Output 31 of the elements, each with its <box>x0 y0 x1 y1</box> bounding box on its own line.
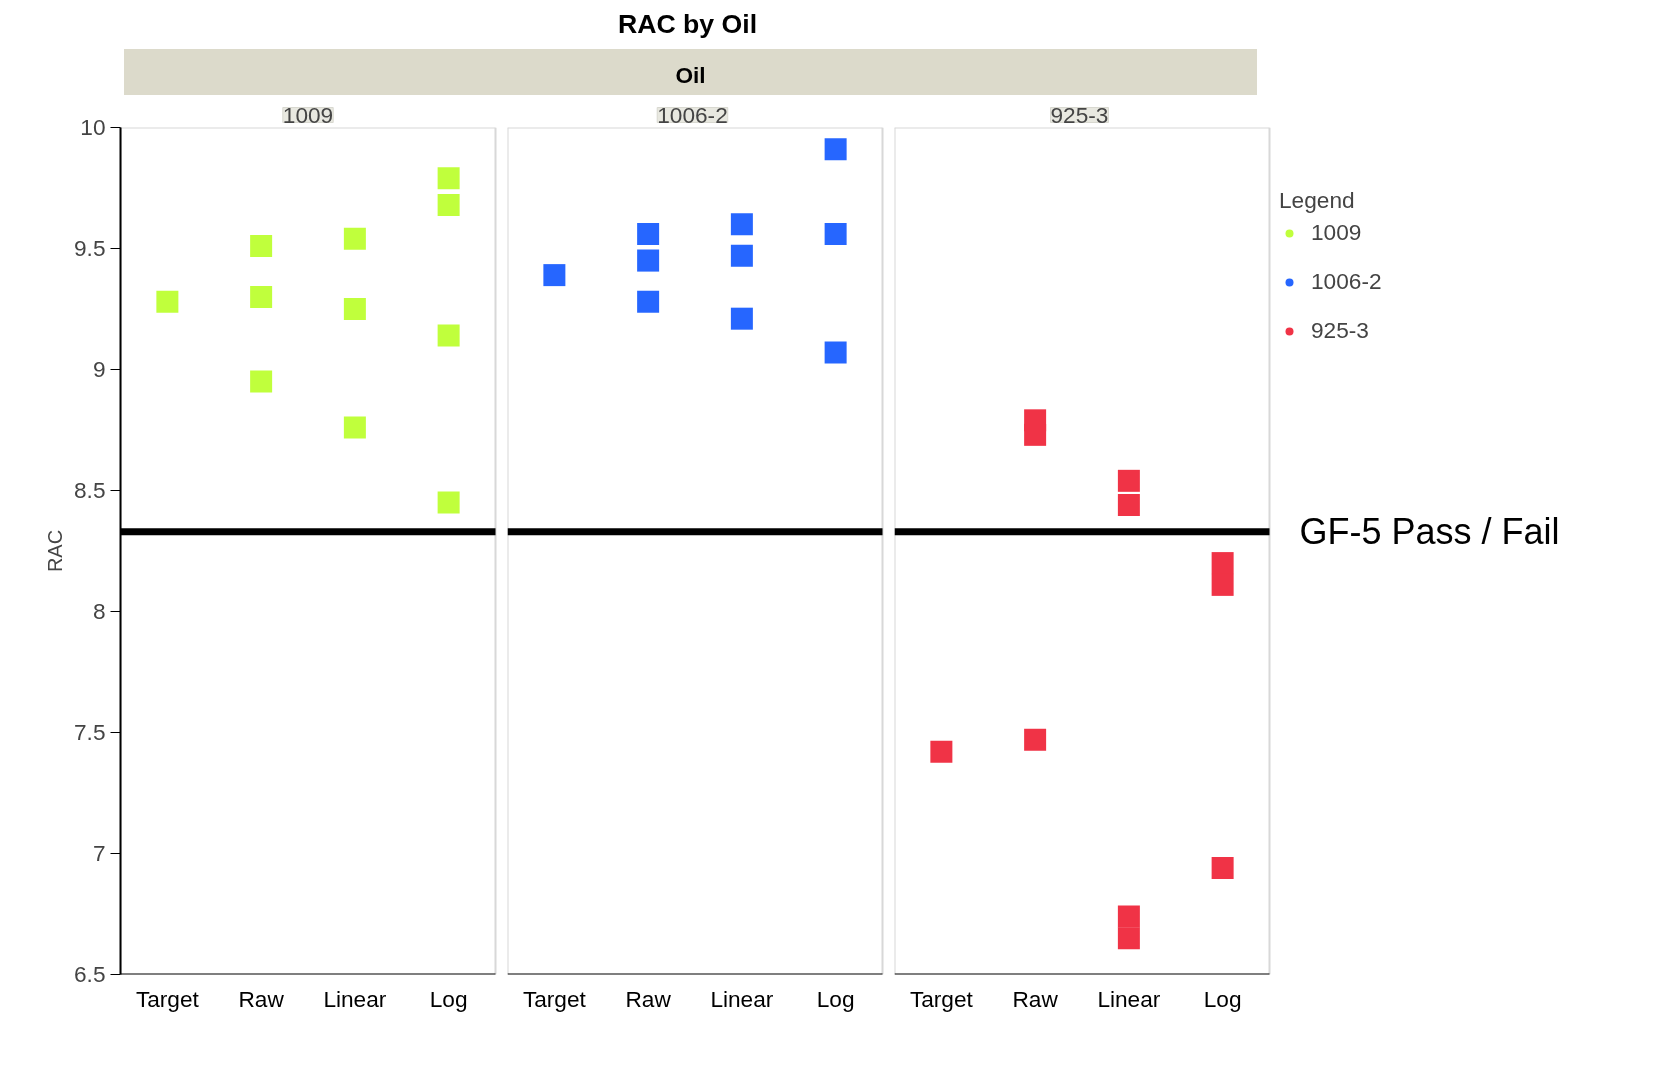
y-tick-label: 7 <box>92 840 106 866</box>
x-tick-label: Target <box>522 985 587 1012</box>
x-tick-label: Linear <box>1097 985 1161 1012</box>
y-tick-label: 8.5 <box>74 477 106 503</box>
x-tick-label: Raw <box>238 985 285 1012</box>
chart-title: 1009 <box>282 101 334 128</box>
x-tick-label: Raw <box>1012 985 1059 1012</box>
x-tick-label: Log <box>1203 985 1242 1012</box>
text: Oil <box>675 61 706 90</box>
legend-title: Legend <box>1279 187 1356 214</box>
x-tick-label: Log <box>816 985 855 1012</box>
legend-label: 925-3 <box>1311 317 1369 344</box>
x-tick-label: Linear <box>710 985 774 1012</box>
legend-label: 1009 <box>1311 219 1362 246</box>
ref-line-label: GF-5 Pass / Fail <box>1299 511 1560 553</box>
x-tick-label: Target <box>909 985 974 1012</box>
x-tick-label: Target <box>135 985 200 1012</box>
y-tick-label: 9.5 <box>74 235 106 261</box>
chart-title: 1006-2 <box>657 101 728 128</box>
y-tick-label: 10 <box>80 114 106 140</box>
legend-label: 1006-2 <box>1311 268 1382 295</box>
x-tick-label: Log <box>429 985 468 1012</box>
y-tick-label: 6.5 <box>74 961 106 987</box>
y-tick-label: 8 <box>92 598 106 624</box>
y-tick-label: 9 <box>92 356 106 382</box>
x-tick-label: Linear <box>323 985 387 1012</box>
text: RAC by Oil <box>617 8 758 41</box>
x-tick-label: Raw <box>625 985 672 1012</box>
y-axis-title: RAC <box>44 529 66 573</box>
chart-title: 925-3 <box>1050 101 1109 128</box>
y-tick-label: 7.5 <box>74 719 106 745</box>
